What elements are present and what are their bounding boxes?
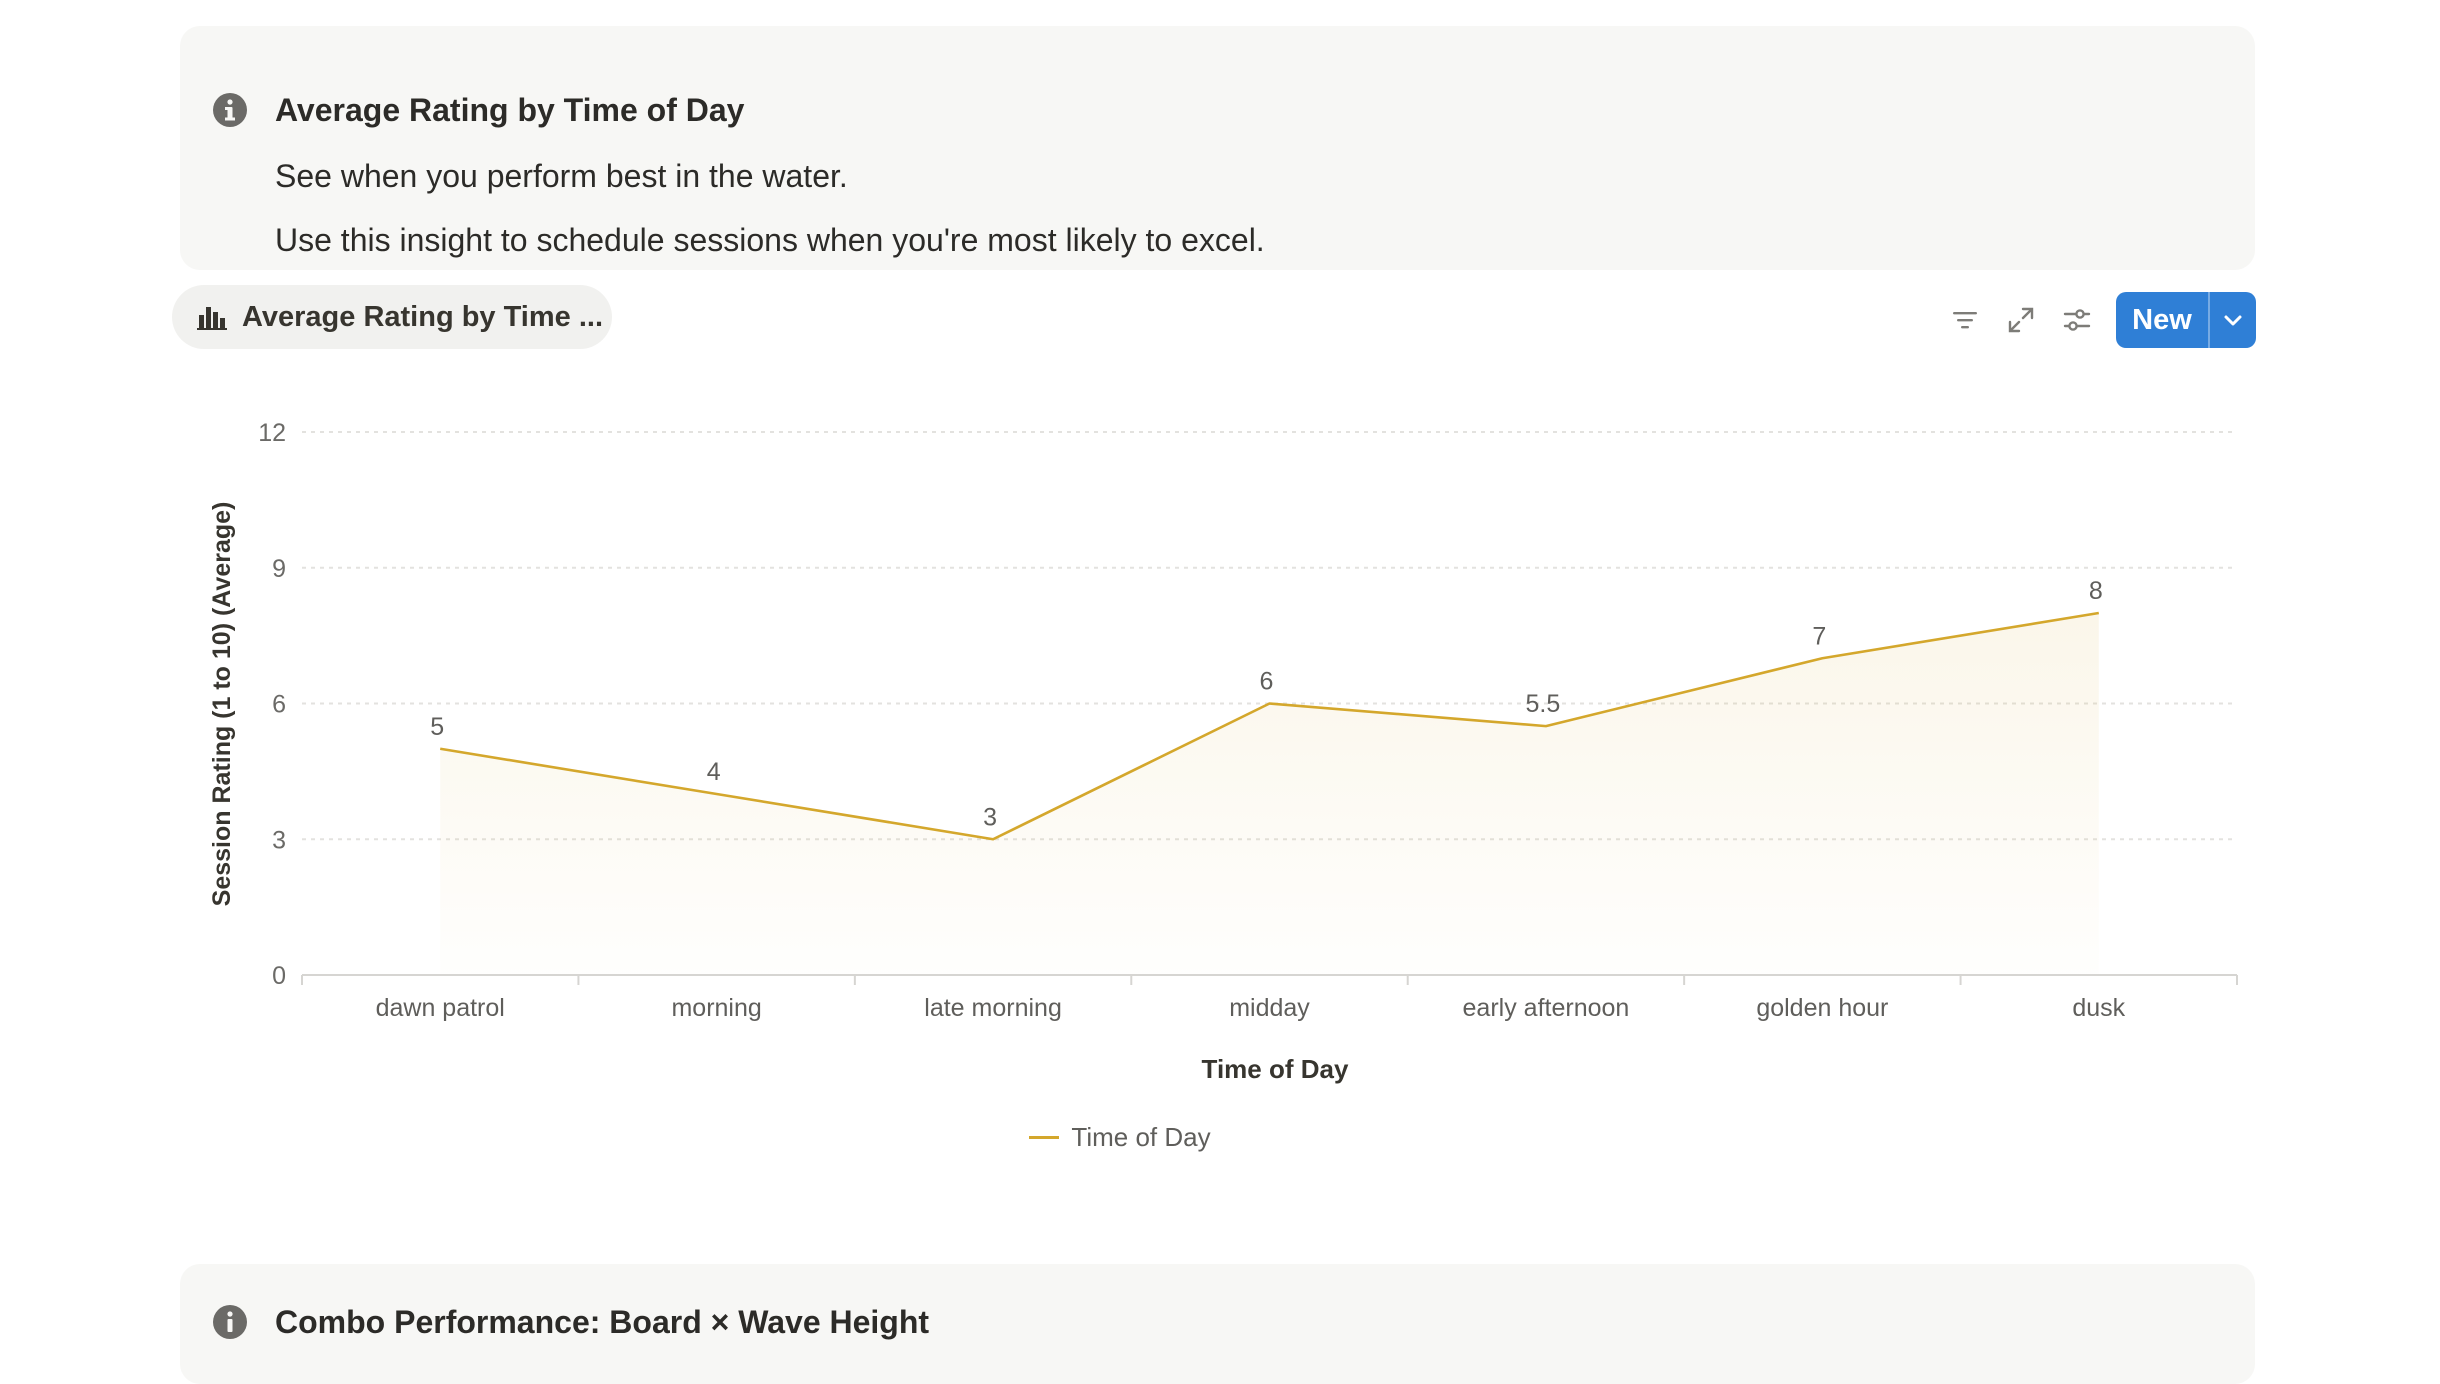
x-tick-label: morning: [671, 994, 761, 1022]
data-label: 6: [1260, 668, 1274, 696]
legend-swatch: [1029, 1136, 1059, 1139]
y-tick-label: 6: [272, 691, 286, 719]
legend-label: Time of Day: [1071, 1122, 1210, 1153]
x-tick-label: midday: [1229, 994, 1310, 1022]
line-chart: 5 4 3 6 5.5 7 8 0 3 6 9 12 dawn patrol morning late m…: [0, 0, 2440, 1150]
y-tick-label: 12: [258, 419, 286, 447]
data-label: 5.5: [1526, 690, 1561, 718]
x-tick-label: late morning: [924, 994, 1062, 1022]
y-axis-title: Session Rating (1 to 10) (Average): [208, 502, 236, 907]
y-tick-label: 9: [272, 555, 286, 583]
x-tick-label: golden hour: [1756, 994, 1888, 1022]
x-axis-title: Time of Day: [1202, 1054, 1349, 1084]
data-label: 8: [2089, 577, 2103, 605]
x-tick-label: dusk: [2072, 994, 2125, 1022]
data-label: 3: [983, 803, 997, 831]
data-label: 4: [707, 758, 721, 786]
data-label: 7: [1812, 622, 1826, 650]
x-tick-label: early afternoon: [1463, 994, 1630, 1022]
info-icon: [212, 1304, 248, 1340]
chart-legend: Time of Day: [0, 1122, 2440, 1153]
callout-title: Combo Performance: Board × Wave Height: [275, 1304, 929, 1341]
combo-callout: Combo Performance: Board × Wave Height: [180, 1264, 2255, 1384]
y-tick-label: 3: [272, 826, 286, 854]
data-label: 5: [430, 713, 444, 741]
x-tick-label: dawn patrol: [376, 994, 505, 1022]
y-tick-label: 0: [272, 962, 286, 990]
